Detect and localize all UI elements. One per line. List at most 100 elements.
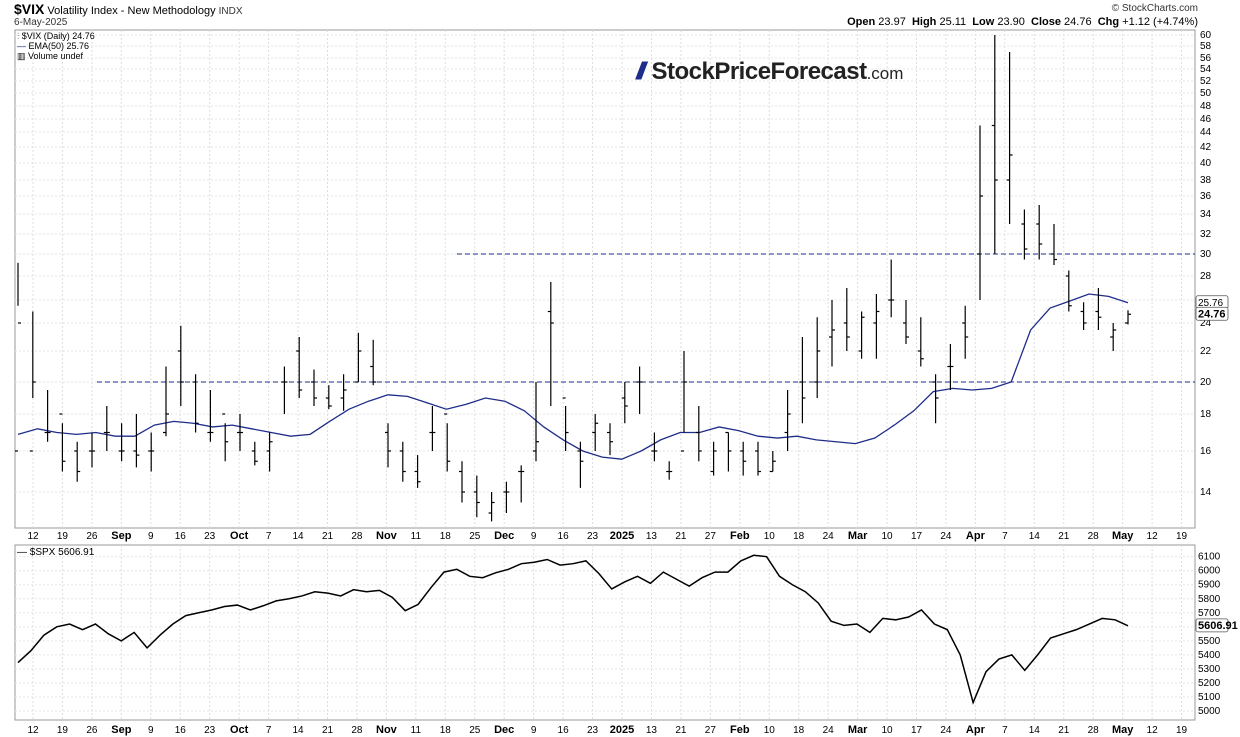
- x-tick-label: 24: [823, 531, 835, 542]
- x-tick-label: 14: [292, 531, 304, 542]
- x-tick-label: 24: [940, 531, 952, 542]
- x-tick-label-bottom: 19: [57, 725, 69, 736]
- spx-y-tick: 5800: [1198, 594, 1221, 605]
- vix-y-tick: 52: [1200, 76, 1212, 87]
- x-tick-label-bottom: 16: [558, 725, 570, 736]
- vix-y-tick: 22: [1200, 346, 1212, 357]
- x-tick-label: 21: [322, 531, 334, 542]
- ohlc-bars: [15, 35, 1131, 522]
- x-tick-label-bottom: 14: [292, 725, 304, 736]
- x-tick-label: 10: [881, 531, 893, 542]
- x-tick-label: 19: [1176, 531, 1188, 542]
- vix-y-tick: 30: [1200, 249, 1212, 260]
- vix-y-tick: 18: [1200, 409, 1212, 420]
- legend-price: ⫶ $VIX (Daily) 24.76: [17, 31, 95, 41]
- x-axis-ticks: 12 12 19 19 26 26 Sep Sep 9 9 16 16 23 23 Oct Oct 7 7 14 14…: [27, 530, 1187, 736]
- x-tick-label: 21: [1058, 531, 1070, 542]
- spx-y-tick: 5200: [1198, 678, 1221, 689]
- x-tick-label-bottom: Feb: [730, 724, 750, 736]
- watermark-domain: .com: [866, 64, 904, 83]
- open-value: 23.97: [878, 16, 906, 28]
- close-value: 24.76: [1064, 16, 1092, 28]
- legend-volume-icon: ▥: [17, 51, 29, 61]
- spx-line: [17, 554, 1129, 705]
- x-tick-label-bottom: 24: [940, 725, 952, 736]
- x-tick-label: Nov: [376, 530, 398, 542]
- low-value: 23.90: [997, 16, 1025, 28]
- x-tick-label-bottom: 11: [411, 725, 422, 736]
- x-tick-label-bottom: Apr: [966, 724, 986, 736]
- vix-y-tick: 28: [1200, 271, 1212, 282]
- vix-y-tick: 14: [1200, 487, 1212, 498]
- x-tick-label-bottom: 25: [469, 725, 481, 736]
- ema50-polyline: [17, 293, 1129, 460]
- vix-y-tick: 34: [1200, 209, 1212, 220]
- vix-y-tick: 40: [1200, 158, 1212, 169]
- vix-y-tick: 58: [1200, 41, 1212, 52]
- chg-value: +1.12 (+4.74%): [1122, 16, 1198, 28]
- spx-legend-swatch: —: [17, 547, 30, 558]
- x-tick-label-bottom: 12: [1147, 725, 1159, 736]
- legend-ema-swatch: —: [17, 41, 29, 51]
- x-tick-label-bottom: 7: [266, 725, 272, 736]
- x-tick-label-bottom: 2025: [610, 724, 634, 736]
- vix-y-tick: 20: [1200, 377, 1212, 388]
- vix-y-tick: 16: [1200, 446, 1212, 457]
- high-label: High: [911, 16, 937, 28]
- x-tick-label-bottom: 18: [793, 725, 805, 736]
- panel-frame-1: [14, 29, 1196, 529]
- x-tick-label-bottom: 18: [440, 725, 452, 736]
- x-tick-label: 18: [793, 531, 805, 542]
- x-tick-label: 21: [675, 531, 687, 542]
- spx-polyline: [17, 554, 1129, 705]
- x-tick-label: 2025: [610, 530, 634, 542]
- spx-y-tick: 5500: [1198, 636, 1221, 647]
- x-tick-label: Sep: [111, 530, 131, 542]
- x-tick-label-bottom: 10: [764, 725, 776, 736]
- x-tick-label-bottom: 28: [1088, 725, 1100, 736]
- panel-frame-2: [14, 544, 1196, 721]
- legend-volume: ▥ Volume undef: [17, 51, 95, 61]
- x-tick-label-bottom: 28: [351, 725, 363, 736]
- x-tick-label: 7: [266, 531, 272, 542]
- x-tick-label: 18: [440, 531, 452, 542]
- x-tick-label: 26: [86, 531, 98, 542]
- x-tick-label-bottom: 7: [1002, 725, 1008, 736]
- spx-y-tick: 5100: [1198, 692, 1221, 703]
- legend-price-label: $VIX (Daily) 24.76: [21, 31, 95, 41]
- spx-y-tick: 5900: [1198, 580, 1221, 591]
- copyright: © StockCharts.com: [1111, 3, 1198, 14]
- x-tick-label-bottom: 27: [705, 725, 717, 736]
- x-tick-label-bottom: 9: [531, 725, 537, 736]
- x-tick-label: Dec: [494, 530, 514, 542]
- x-tick-label: 17: [911, 531, 923, 542]
- spx-y-tick: 5400: [1198, 650, 1221, 661]
- ema-line: [17, 293, 1129, 460]
- x-tick-label: 16: [175, 531, 187, 542]
- x-tick-label: 28: [1088, 531, 1100, 542]
- legend-price-icon: ⫶: [17, 31, 22, 41]
- x-tick-label: 12: [1147, 531, 1159, 542]
- vix-y-tick: 56: [1200, 53, 1212, 64]
- x-tick-label-bottom: Oct: [230, 724, 249, 736]
- ohlc-summary: Open 23.97 High 25.11 Low 23.90 Close 24…: [847, 16, 1198, 28]
- close-label: Close: [1031, 16, 1061, 28]
- support-lines: [97, 253, 1195, 383]
- x-tick-label-bottom: 12: [27, 725, 39, 736]
- open-label: Open: [847, 16, 876, 28]
- x-tick-label-bottom: 23: [204, 725, 216, 736]
- x-tick-label-bottom: May: [1112, 724, 1134, 736]
- x-tick-label-bottom: 13: [646, 725, 658, 736]
- spx-value-badge: 5606.91: [1198, 620, 1238, 632]
- x-tick-label-bottom: 17: [911, 725, 923, 736]
- x-tick-label: 28: [351, 531, 363, 542]
- legend: ⫶ $VIX (Daily) 24.76 — EMA(50) 25.76 ▥ V…: [17, 31, 95, 61]
- x-tick-label: 23: [587, 531, 599, 542]
- x-tick-label: Feb: [730, 530, 750, 542]
- x-tick-label-bottom: 21: [322, 725, 334, 736]
- x-tick-label: 13: [646, 531, 658, 542]
- spx-y-tick: 5300: [1198, 664, 1221, 675]
- spx-y-tick: 6100: [1198, 552, 1221, 563]
